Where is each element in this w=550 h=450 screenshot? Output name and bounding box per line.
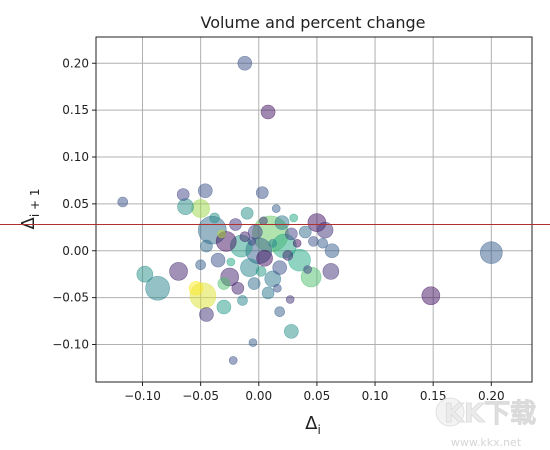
y-tick-label: 0.15 <box>62 103 89 117</box>
scatter-point <box>268 238 278 248</box>
y-tick-label: −0.05 <box>52 291 89 305</box>
scatter-point <box>289 213 298 223</box>
scatter-point <box>177 198 194 215</box>
scatter-point <box>255 266 267 277</box>
scatter-point <box>197 183 213 199</box>
scatter-point <box>209 212 220 224</box>
watermark-logo-text: KK下载 <box>444 399 536 429</box>
scatter-point <box>228 356 238 365</box>
scatter-point <box>248 338 258 347</box>
x-tick-label: 0.15 <box>420 389 447 403</box>
y-tick-label: −0.10 <box>52 338 89 352</box>
scatter-point <box>264 270 282 288</box>
scatter-point <box>274 215 290 230</box>
scatter-point <box>169 262 188 281</box>
watermark-url: www.kkx.net <box>451 436 522 449</box>
scatter-point <box>210 252 226 268</box>
x-tick-label: −0.10 <box>124 389 161 403</box>
scatter-point <box>217 229 226 239</box>
watermark: KK下载 www.kkx.net <box>435 397 537 449</box>
scatter-point <box>284 324 299 339</box>
scatter-point <box>282 250 294 261</box>
scatter-point <box>145 275 170 301</box>
watermark-logo-icon <box>435 397 465 427</box>
scatter-point <box>324 243 340 259</box>
x-tick-label: 0.10 <box>362 389 389 403</box>
scatter-point <box>247 277 261 290</box>
scatter-point <box>285 295 295 304</box>
scatter-point <box>231 281 245 295</box>
scatter-point <box>200 239 213 253</box>
scatter-point <box>261 286 275 300</box>
scatter-point <box>226 257 236 267</box>
scatter-point <box>271 204 281 213</box>
scatter-point <box>240 258 259 277</box>
scatter-point <box>256 249 273 267</box>
scatter-point <box>308 236 319 247</box>
scatter-point <box>188 280 204 296</box>
scatter-point <box>136 265 154 283</box>
scatter-point <box>317 237 329 249</box>
scatter-point <box>480 241 503 264</box>
scatter-point <box>322 263 340 280</box>
scatter-point <box>274 306 286 317</box>
x-tick-label: 0.00 <box>245 389 272 403</box>
y-tick-label: 0.05 <box>62 197 89 211</box>
chart-title: Volume and percent change <box>200 13 425 32</box>
scatter-point <box>298 225 312 239</box>
scatter-point <box>239 231 251 242</box>
axis-ticks: −0.10 −0.05 0.00 0.05 0.10 0.15 0.20 −0.10 −0.05… <box>52 56 504 403</box>
scatter-point <box>316 221 334 239</box>
y-axis-label: Δi + 1 <box>18 189 42 230</box>
scatter-point <box>176 188 190 201</box>
data-points <box>117 55 503 365</box>
scatter-point <box>195 259 206 271</box>
scatter-point <box>285 227 298 241</box>
scatter-point <box>237 295 248 306</box>
scatter-point <box>240 206 254 220</box>
grid-lines <box>96 37 532 382</box>
scatter-point <box>191 199 210 218</box>
scatter-point <box>199 307 214 322</box>
scatter-point <box>255 186 269 199</box>
scatter-point <box>259 216 268 226</box>
y-tick-label: 0.00 <box>62 244 89 258</box>
scatter-point <box>421 286 441 306</box>
y-tick-label: 0.10 <box>62 150 89 164</box>
x-tick-label: −0.05 <box>182 389 219 403</box>
scatter-point <box>303 265 312 274</box>
plot-frame <box>95 36 533 383</box>
scatter-point <box>247 237 257 246</box>
y-tick-label: 0.20 <box>62 56 89 70</box>
scatter-point <box>237 55 253 71</box>
scatter-point <box>272 260 288 275</box>
x-tick-label: 0.20 <box>478 389 505 403</box>
scatter-point <box>260 104 276 120</box>
scatter-point <box>117 196 129 208</box>
scatter-point <box>292 238 302 248</box>
x-tick-label: 0.05 <box>304 389 331 403</box>
scatter-point <box>217 277 231 290</box>
x-axis-label: Δi <box>305 413 321 437</box>
scatter-point <box>247 224 263 240</box>
scatter-point <box>273 283 282 293</box>
scatter-point <box>216 299 232 315</box>
